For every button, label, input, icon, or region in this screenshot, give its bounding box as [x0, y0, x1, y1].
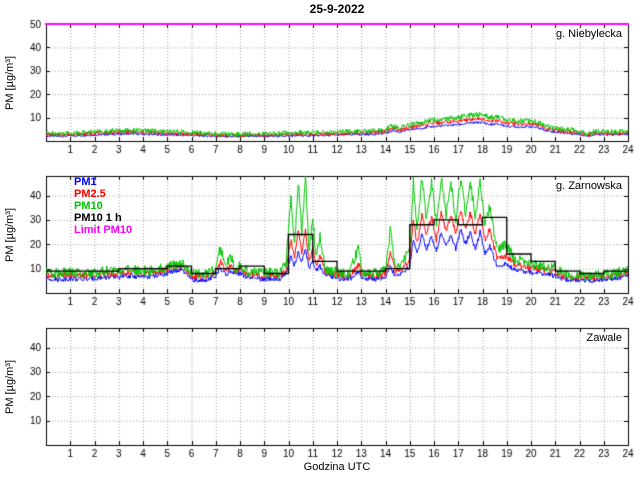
y-axis-label-panel2: PM [µg/m³] [4, 207, 16, 262]
legend-item-pm1: PM1 [74, 176, 97, 188]
station-label-zarnowska: g. Zarnowska [555, 180, 622, 192]
x-axis-label: Godzina UTC [303, 461, 371, 473]
legend: PM1 PM2.5 PM10 PM10 1 h Limit PM10 [74, 176, 132, 236]
legend-item-limit-pm10: Limit PM10 [74, 224, 133, 236]
y-axis-label-panel3: PM [µg/m³] [4, 359, 16, 414]
y-axis-label-panel1: PM [µg/m³] [4, 55, 16, 110]
legend-item-pm25: PM2.5 [74, 188, 106, 200]
figure-title: 25-9-2022 [309, 2, 365, 16]
legend-item-pm10-1h: PM10 1 h [74, 212, 122, 224]
station-label-zawale: Zawale [586, 332, 622, 344]
station-label-niebylecka: g. Niebylecka [555, 28, 622, 40]
legend-item-pm10: PM10 [74, 200, 103, 212]
